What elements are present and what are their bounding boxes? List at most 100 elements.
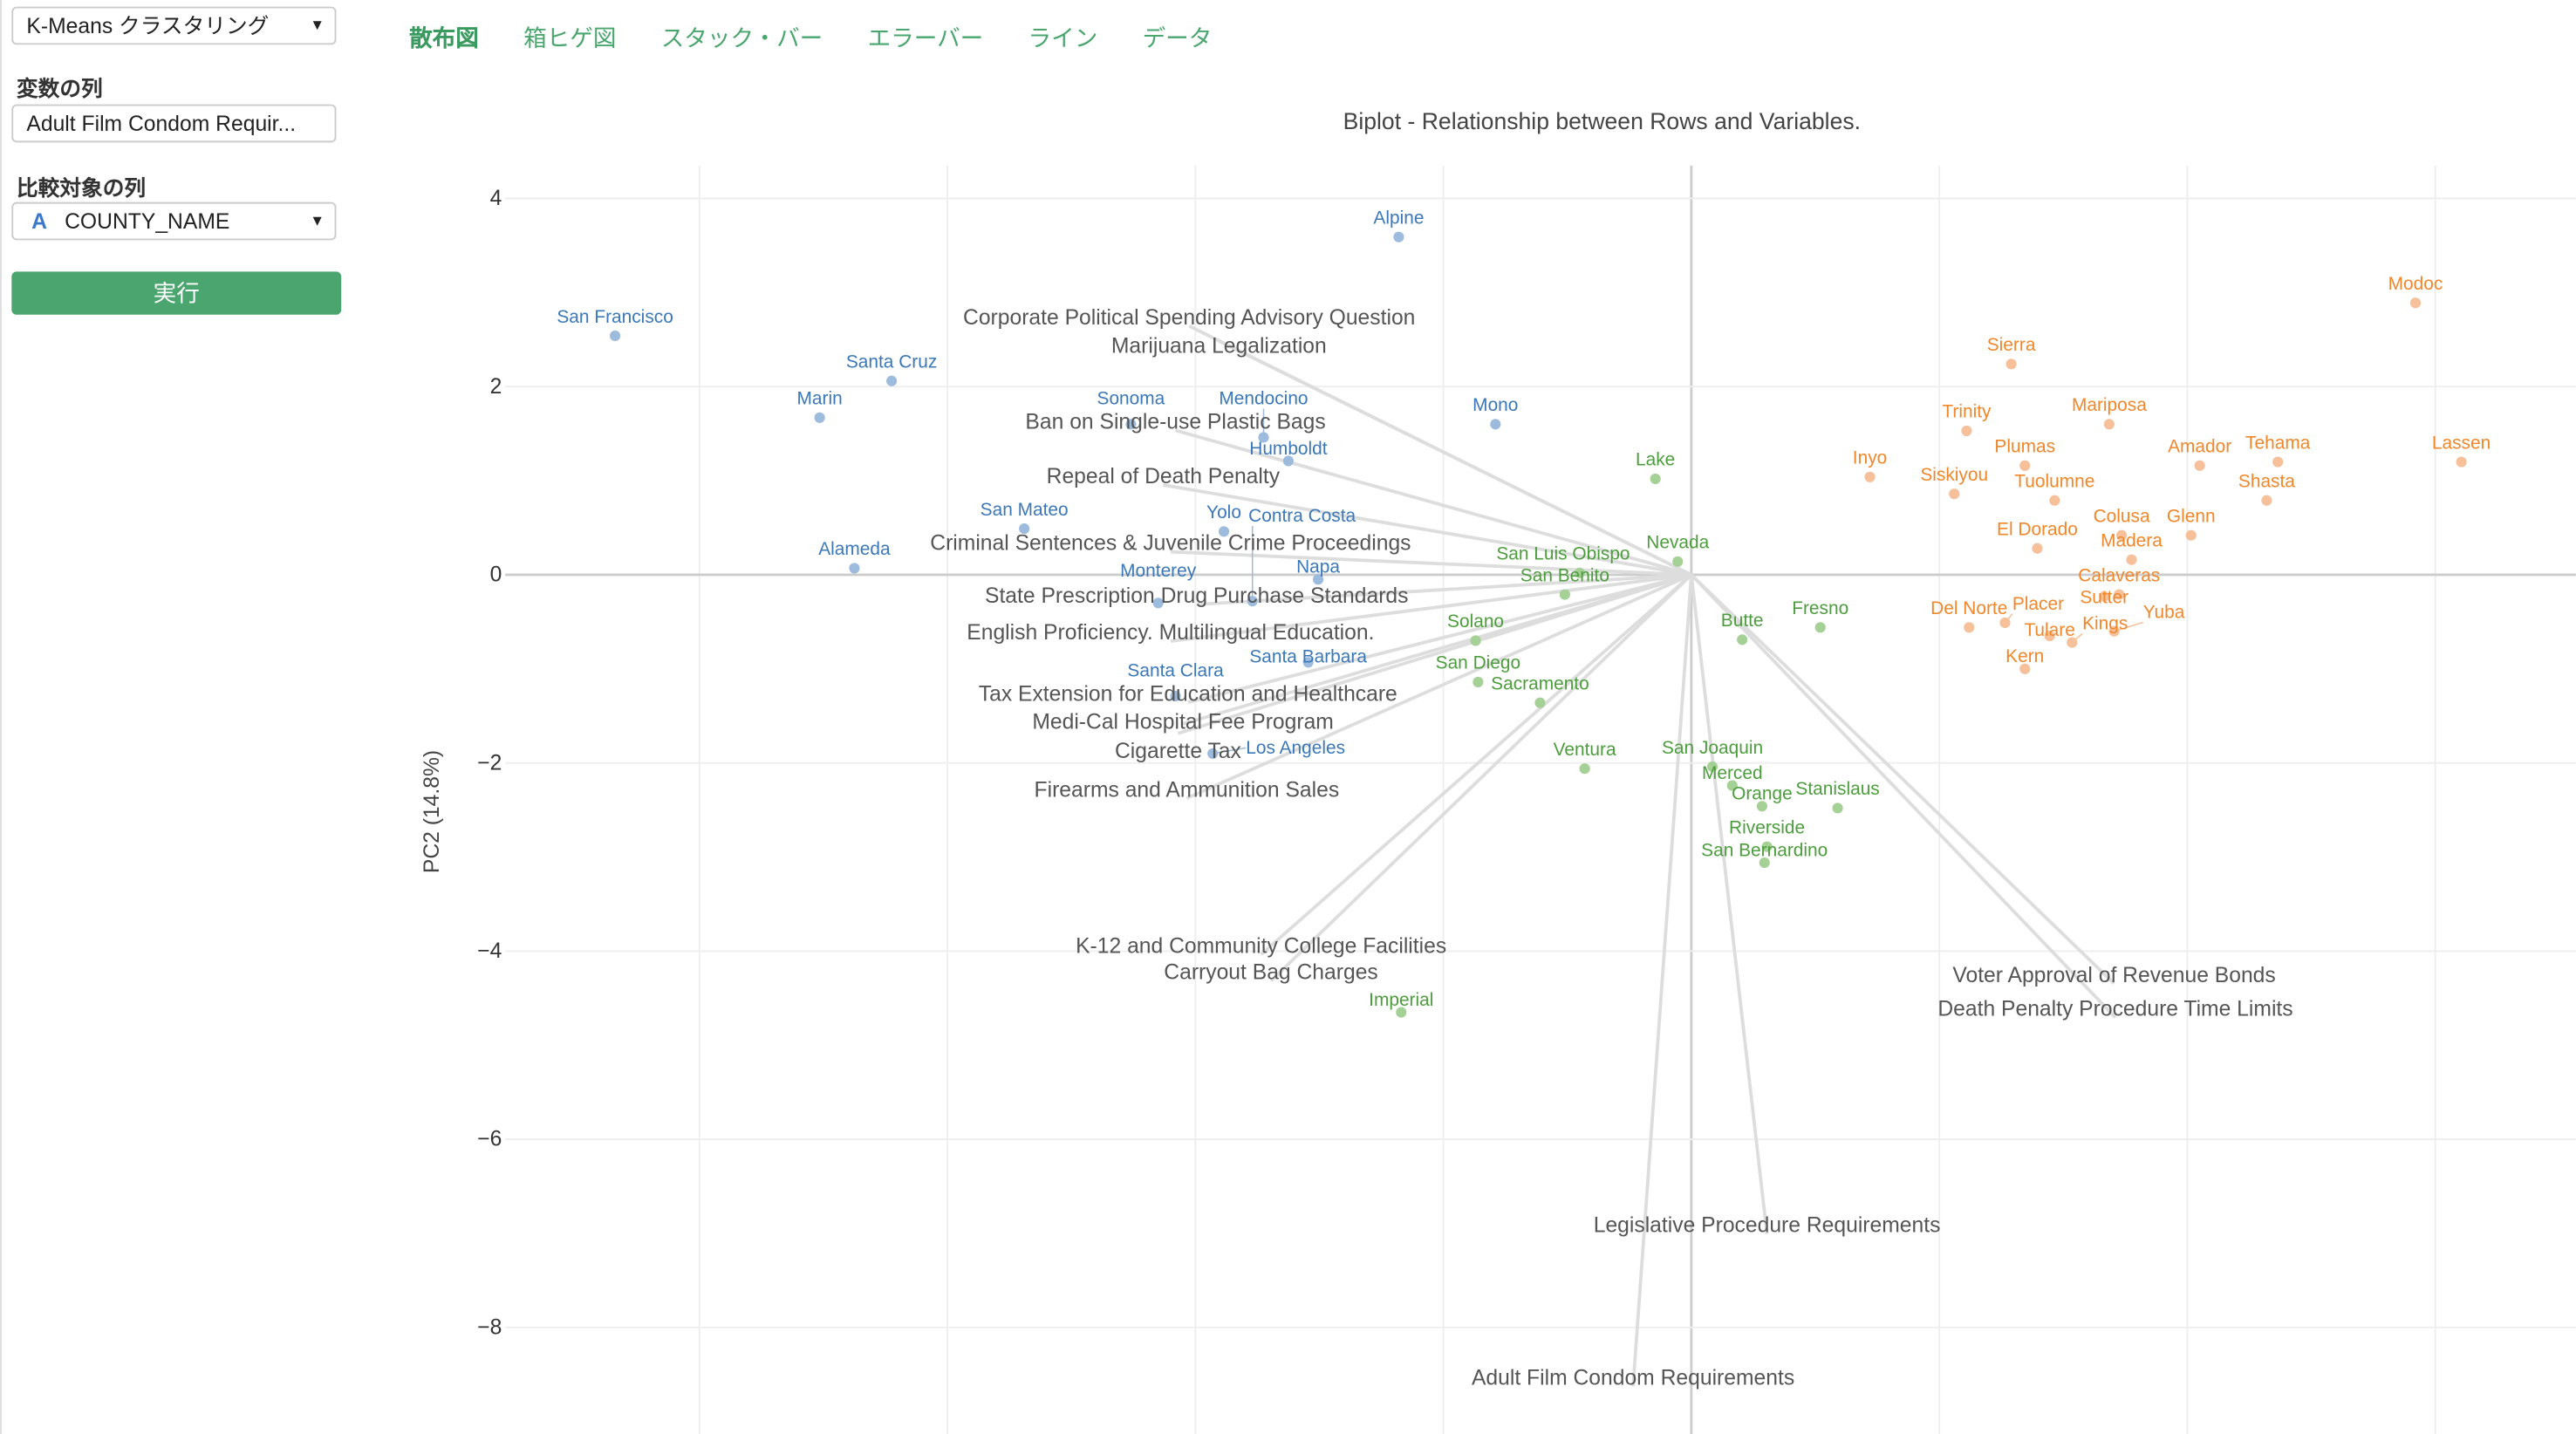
point bbox=[2409, 297, 2422, 309]
variable-labels: Corporate Political Spending Advisory Qu… bbox=[930, 306, 2292, 1390]
vector-label: Carryout Bag Charges bbox=[1164, 961, 1377, 985]
tab-line[interactable]: ライン bbox=[1028, 24, 1098, 51]
vector-label: Criminal Sentences & Juvenile Crime Proc… bbox=[930, 532, 1411, 556]
point-label: Kings bbox=[2082, 613, 2128, 633]
point-label: Kern bbox=[2005, 646, 2044, 666]
compare-column-value: COUNTY_NAME bbox=[65, 208, 230, 234]
point-label: Merced bbox=[1702, 763, 1763, 783]
point-label: Tehama bbox=[2245, 433, 2311, 453]
point-label: Contra Costa bbox=[1248, 506, 1356, 526]
chart-tabs: 散布図 箱ヒゲ図 スタック・バー エラーバー ライン データ bbox=[409, 22, 1257, 55]
vector-line bbox=[1690, 573, 2115, 986]
point bbox=[2261, 495, 2272, 506]
vector-line bbox=[1170, 573, 1692, 643]
point-label: Nevada bbox=[1646, 533, 1709, 553]
point-label: Madera bbox=[2101, 531, 2163, 551]
vector-label: Adult Film Condom Requirements bbox=[1472, 1366, 1794, 1390]
point-label: Humboldt bbox=[1249, 439, 1328, 459]
point-label: Los Angeles bbox=[1246, 738, 1345, 758]
point bbox=[2126, 554, 2137, 565]
run-button[interactable]: 実行 bbox=[11, 271, 342, 315]
variables-label: 変数の列 bbox=[16, 76, 103, 101]
point-label: Butte bbox=[1721, 611, 1764, 631]
point bbox=[1152, 598, 1164, 609]
point-label: Ventura bbox=[1554, 740, 1616, 760]
analysis-type-select[interactable]: K-Means クラスタリング ▼ bbox=[11, 6, 337, 45]
compare-column-select[interactable]: A COUNTY_NAME ▼ bbox=[11, 201, 337, 241]
point bbox=[1574, 567, 1586, 578]
point bbox=[1247, 596, 1258, 607]
vector-label: Voter Approval of Revenue Bonds bbox=[1952, 964, 2275, 987]
point bbox=[1396, 1007, 1407, 1018]
point-label: Riverside bbox=[1729, 817, 1805, 837]
point-label: San Bernardino bbox=[1701, 840, 1828, 860]
vector-line bbox=[1269, 573, 1693, 982]
tab-stacked-bar[interactable]: スタック・バー bbox=[660, 24, 823, 51]
point-label: Inyo bbox=[1853, 448, 1887, 468]
vector-line bbox=[1170, 550, 1691, 577]
point bbox=[1964, 622, 1975, 633]
point bbox=[1019, 523, 1030, 535]
point bbox=[1726, 780, 1738, 791]
point-label: Lake bbox=[1636, 450, 1675, 470]
point bbox=[2067, 637, 2078, 648]
caret-down-icon: ▼ bbox=[310, 212, 325, 229]
point bbox=[1472, 676, 1484, 687]
vector-label: Firearms and Ammunition Sales bbox=[1035, 778, 1340, 802]
vector-label: State Prescription Drug Purchase Standar… bbox=[985, 584, 1408, 608]
point bbox=[2116, 529, 2128, 541]
vector-label: Death Penalty Procedure Time Limits bbox=[1937, 998, 2292, 1021]
point-label: San Francisco bbox=[557, 307, 673, 327]
point-label: San Diego bbox=[1436, 653, 1521, 673]
compare-label: 比較対象の列 bbox=[16, 175, 147, 201]
point bbox=[2049, 495, 2060, 506]
y-tick-label: −6 bbox=[477, 1128, 502, 1151]
point-label: Solano bbox=[1447, 611, 1504, 632]
point-label: Tuolumne bbox=[2014, 472, 2094, 492]
point-label: Sacramento bbox=[1491, 673, 1589, 693]
y-tick-label: −8 bbox=[477, 1315, 502, 1339]
caret-down-icon: ▼ bbox=[310, 16, 325, 33]
point-label: Tulare bbox=[2024, 620, 2074, 640]
y-tick-label: 2 bbox=[490, 375, 502, 399]
point bbox=[1125, 419, 1137, 430]
variable-vectors bbox=[1163, 324, 2117, 1387]
point-label: Mono bbox=[1472, 395, 1518, 415]
tab-error-bar[interactable]: エラーバー bbox=[867, 24, 984, 51]
point-label: Trinity bbox=[1942, 402, 1992, 422]
point bbox=[1207, 748, 1219, 759]
point-label: Del Norte bbox=[1930, 598, 2007, 618]
point-label: El Dorado bbox=[1997, 520, 2078, 540]
point-label: Santa Clara bbox=[1127, 660, 1224, 680]
point-label: Yolo bbox=[1206, 502, 1241, 522]
vector-line bbox=[1218, 339, 1692, 577]
chart-title: Biplot - Relationship between Rows and V… bbox=[1343, 108, 1861, 134]
point bbox=[1761, 841, 1773, 852]
variables-input[interactable]: Adult Film Condom Requir... bbox=[11, 104, 337, 143]
point-label: Amador bbox=[2168, 437, 2231, 457]
point bbox=[1814, 622, 1826, 633]
point bbox=[1312, 574, 1324, 585]
point-label: Mendocino bbox=[1219, 388, 1308, 408]
vector-label: Ban on Single-use Plastic Bags bbox=[1025, 411, 1325, 434]
point bbox=[1999, 617, 2011, 629]
point bbox=[2272, 456, 2284, 468]
point bbox=[1218, 526, 1230, 537]
vector-line bbox=[1187, 573, 1692, 705]
vector-line bbox=[1163, 483, 1692, 577]
point bbox=[1470, 635, 1481, 646]
vector-label: Tax Extension for Education and Healthca… bbox=[979, 682, 1397, 706]
point-label: Fresno bbox=[1792, 598, 1848, 618]
point-label: Monterey bbox=[1120, 561, 1197, 581]
y-tick-label: −2 bbox=[477, 751, 502, 775]
tab-data[interactable]: データ bbox=[1142, 24, 1213, 51]
point-label: Modoc bbox=[2388, 274, 2443, 294]
tab-scatter[interactable]: 散布図 bbox=[409, 24, 479, 51]
point-label: Marin bbox=[797, 389, 843, 409]
vector-label: Marijuana Legalization bbox=[1111, 334, 1327, 358]
tab-boxplot[interactable]: 箱ヒゲ図 bbox=[523, 24, 617, 51]
point-label: Sutter bbox=[2080, 587, 2128, 607]
vector-label: Repeal of Death Penalty bbox=[1047, 465, 1281, 488]
point bbox=[849, 563, 860, 574]
